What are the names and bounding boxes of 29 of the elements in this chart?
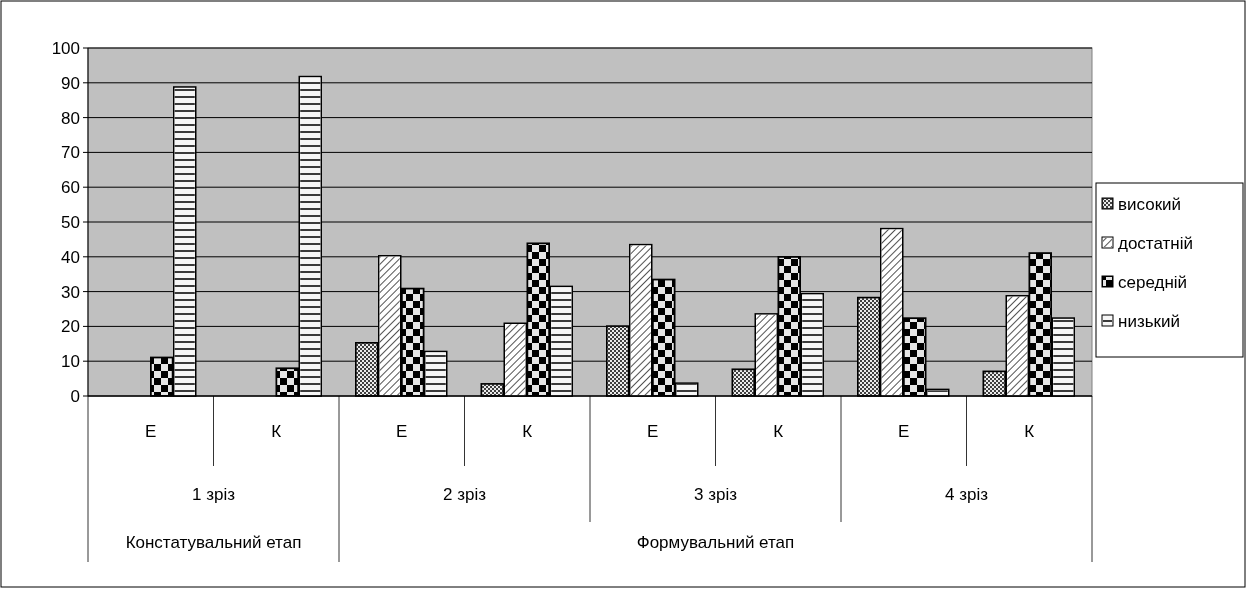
text: 4 зріз xyxy=(945,484,989,504)
text: 1 зріз xyxy=(192,484,236,504)
y-tick-label: 90 xyxy=(61,73,80,93)
y-tick-label: 50 xyxy=(61,212,80,232)
x-tick-label: К xyxy=(522,421,533,441)
x-tick-label: Е xyxy=(145,421,157,441)
x-tick-label: Е xyxy=(647,421,659,441)
y-tick-label: 60 xyxy=(61,178,80,198)
y-tick-label: 30 xyxy=(61,282,80,302)
text: Констатувальний етап xyxy=(125,532,302,552)
text: 2 зріз xyxy=(443,484,487,504)
y-tick-label: 100 xyxy=(51,38,80,58)
legend-label: середній xyxy=(1118,272,1188,292)
legend-label: достатній xyxy=(1118,233,1193,253)
y-tick-label: 70 xyxy=(61,143,80,163)
y-tick-label: 80 xyxy=(61,108,80,128)
x-tick-label: К xyxy=(773,421,784,441)
y-tick-label: 10 xyxy=(61,352,80,372)
x-tick-label: К xyxy=(271,421,282,441)
x-tick-label: Е xyxy=(898,421,910,441)
y-tick-label: 40 xyxy=(61,247,80,267)
x-tick-label: К xyxy=(1024,421,1035,441)
y-tick-label: 0 xyxy=(70,386,80,406)
y-tick-label: 20 xyxy=(61,317,80,337)
x-tick-label: Е xyxy=(396,421,408,441)
text: Формувальний етап xyxy=(636,532,795,552)
legend-label: низький xyxy=(1118,311,1180,331)
text: 3 зріз xyxy=(694,484,738,504)
legend-label: високий xyxy=(1118,194,1182,214)
